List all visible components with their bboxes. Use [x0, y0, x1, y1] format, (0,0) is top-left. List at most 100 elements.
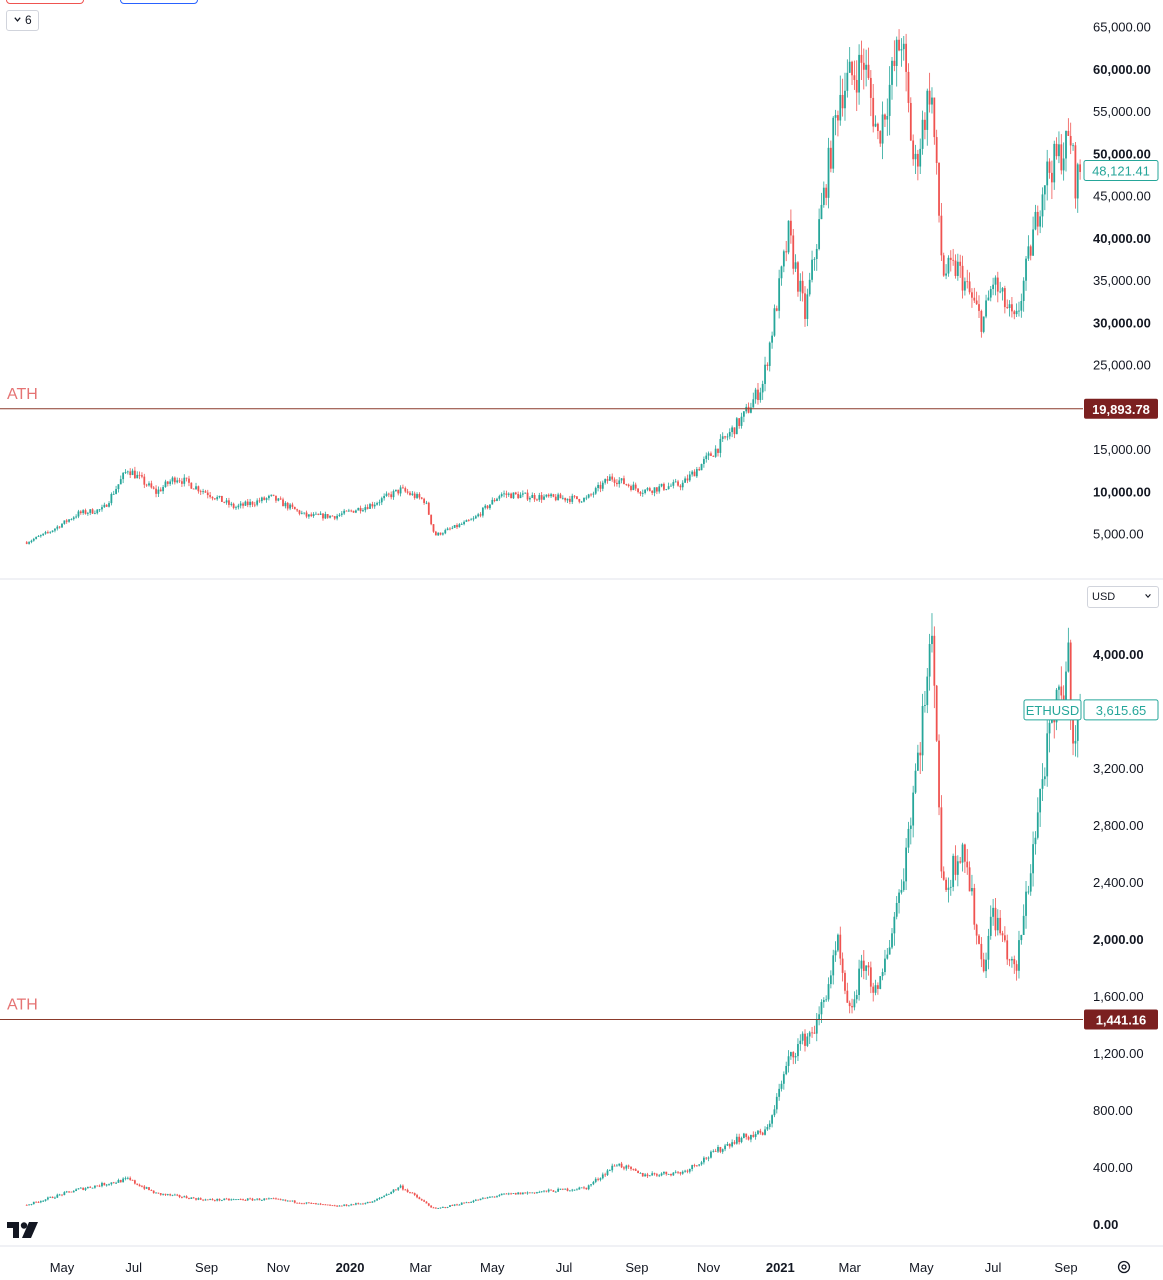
candle-body: [460, 1202, 463, 1205]
tradingview-logo-icon[interactable]: [7, 1221, 39, 1244]
candle-body: [771, 335, 773, 343]
candle-body: [357, 1203, 360, 1205]
candle-body: [312, 514, 315, 517]
candle-body: [235, 507, 237, 509]
candle-body: [961, 265, 964, 291]
candle-body: [411, 1192, 414, 1194]
candle-body: [585, 1187, 588, 1190]
candle-body: [150, 483, 153, 488]
candle-body: [253, 504, 256, 506]
candle-body: [672, 1172, 675, 1176]
candle-body: [590, 1184, 592, 1186]
candle-body: [566, 498, 569, 501]
candle-body: [418, 1197, 421, 1200]
candle-body: [961, 844, 964, 863]
candle-body: [122, 472, 125, 480]
candle-body: [310, 1202, 313, 1204]
candle-body: [138, 474, 141, 476]
candle-body: [263, 497, 266, 500]
candle-body: [199, 491, 202, 493]
candle-body: [674, 481, 677, 483]
candle-body: [115, 1182, 117, 1184]
price-axis[interactable]: 5,000.00 10,000.00 15,000.00 25,000.00 30,00…: [1093, 20, 1151, 542]
candle-body: [651, 490, 654, 493]
candle-body: [286, 502, 289, 509]
price-tick-label: 40,000.00: [1093, 231, 1151, 246]
candle-body: [108, 503, 110, 507]
candle-body: [479, 514, 482, 516]
candle-body: [865, 965, 868, 971]
candle-body: [738, 1136, 741, 1143]
candle-body: [578, 1187, 581, 1190]
candle-body: [806, 294, 809, 319]
price-tick-label: 2,800.00: [1093, 818, 1144, 833]
candle-body: [89, 1186, 92, 1188]
candle-body: [724, 436, 726, 438]
candle-body: [284, 502, 287, 507]
currency-select[interactable]: USD: [1087, 586, 1159, 608]
candle-body: [557, 1188, 560, 1192]
candle-body: [938, 740, 940, 808]
candle-body: [931, 97, 933, 105]
candle-body: [855, 79, 858, 93]
candle-body: [832, 117, 835, 169]
candle-body: [376, 503, 378, 505]
candle-body: [919, 752, 922, 756]
settings-gear-icon[interactable]: [1116, 1259, 1132, 1275]
candle-body: [402, 487, 404, 489]
price-tick-label: 2,000.00: [1093, 932, 1144, 947]
btc-price-pane[interactable]: 5,000.00 10,000.00 15,000.00 25,000.00 30,00…: [0, 20, 1159, 545]
candle-body: [799, 1040, 802, 1045]
candle-body: [1008, 959, 1011, 961]
candle-body: [747, 1136, 750, 1140]
candle-body: [70, 519, 73, 520]
candle-body: [935, 685, 938, 741]
candle-body: [681, 1171, 684, 1174]
candle-body: [362, 510, 364, 512]
candle-body: [195, 1198, 197, 1200]
candle-body: [526, 492, 529, 500]
candle-body: [933, 635, 936, 686]
candle-body: [644, 489, 647, 493]
candle-body: [639, 1172, 642, 1174]
candle-body: [143, 476, 146, 485]
candle-body: [486, 1197, 489, 1199]
price-tick-label: 45,000.00: [1093, 189, 1151, 204]
candle-body: [239, 1199, 242, 1201]
candle-body: [735, 418, 738, 435]
candle-body: [1025, 258, 1027, 281]
candle-body: [670, 1174, 672, 1176]
candle-body: [249, 501, 252, 506]
candle-body: [324, 1204, 327, 1206]
candle-body: [439, 1207, 442, 1209]
candle-body: [1015, 310, 1018, 315]
candle-body: [352, 510, 355, 513]
interval-collapse-button[interactable]: 6: [6, 10, 39, 31]
candle-body: [660, 1173, 663, 1176]
candle-body: [133, 470, 136, 479]
candle-body: [449, 1205, 451, 1207]
candle-body: [474, 1199, 477, 1201]
candle-body: [481, 1197, 484, 1199]
time-tick-label: Jul: [985, 1260, 1002, 1275]
candle-body: [677, 1171, 679, 1173]
candle-body: [820, 1002, 823, 1015]
candle-body: [145, 1187, 148, 1189]
candle-body: [888, 947, 891, 955]
candle-body: [954, 260, 957, 276]
candle-body: [839, 934, 842, 959]
candle-body: [971, 292, 973, 298]
candle-body: [385, 1194, 388, 1196]
candle-body: [792, 235, 795, 269]
candle-body: [1013, 958, 1016, 965]
price-tick-label: 65,000.00: [1093, 20, 1151, 35]
candle-body: [355, 510, 357, 513]
eth-price-pane[interactable]: 0.00 400.00 800.00 1,200.00 1,600.00 2,000.00…: [0, 613, 1159, 1232]
candle-body: [608, 1170, 611, 1172]
candle-body: [905, 43, 908, 72]
candle-body: [931, 635, 933, 645]
price-axis[interactable]: 0.00 400.00 800.00 1,200.00 1,600.00 2,000.00…: [1093, 647, 1144, 1232]
candle-body: [404, 488, 407, 492]
candle-body: [340, 1205, 343, 1207]
